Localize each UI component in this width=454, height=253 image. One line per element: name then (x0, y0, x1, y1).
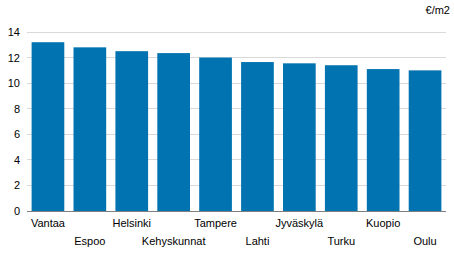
y-axis-label: €/m2 (426, 4, 450, 16)
y-tick-label: 10 (8, 77, 20, 89)
bar (283, 63, 316, 211)
x-tick-label: Turku (327, 235, 355, 247)
x-tick-label: Jyväskylä (276, 217, 325, 229)
y-tick-label: 2 (14, 179, 20, 191)
y-tick-label: 14 (8, 26, 20, 38)
y-tick-label: 6 (14, 128, 20, 140)
x-tick-label: Lahti (246, 235, 270, 247)
bar (74, 47, 107, 211)
bar (409, 70, 442, 211)
x-tick-label: Kuopio (366, 217, 400, 229)
chart-svg: 0 2 4 6 8 10 12 14 €/m2 Vantaa Espoo Helsinki Kehysk… (0, 0, 454, 253)
bar (241, 62, 274, 211)
x-tick-label: Vantaa (31, 217, 66, 229)
y-tick-label: 8 (14, 103, 20, 115)
y-tick-label: 4 (14, 154, 20, 166)
bars (32, 42, 442, 211)
y-tick-label: 0 (14, 205, 20, 217)
y-tick-label: 12 (8, 52, 20, 64)
bar (157, 53, 190, 211)
x-axis-line (27, 211, 446, 212)
grid-line (27, 211, 446, 212)
x-tick-label: Kehyskunnat (142, 235, 206, 247)
bar (32, 42, 65, 211)
x-tick-label: Helsinki (112, 217, 151, 229)
bar (367, 69, 400, 211)
chart-container: 0 2 4 6 8 10 12 14 €/m2 Vantaa Espoo Helsinki Kehysk… (0, 0, 454, 253)
x-tick-label: Tampere (194, 217, 237, 229)
x-tick-label: Oulu (413, 235, 436, 247)
bar (115, 51, 148, 211)
bar (199, 58, 232, 211)
grid-line (27, 32, 446, 33)
bar (325, 65, 358, 211)
x-tick-label: Espoo (74, 235, 105, 247)
